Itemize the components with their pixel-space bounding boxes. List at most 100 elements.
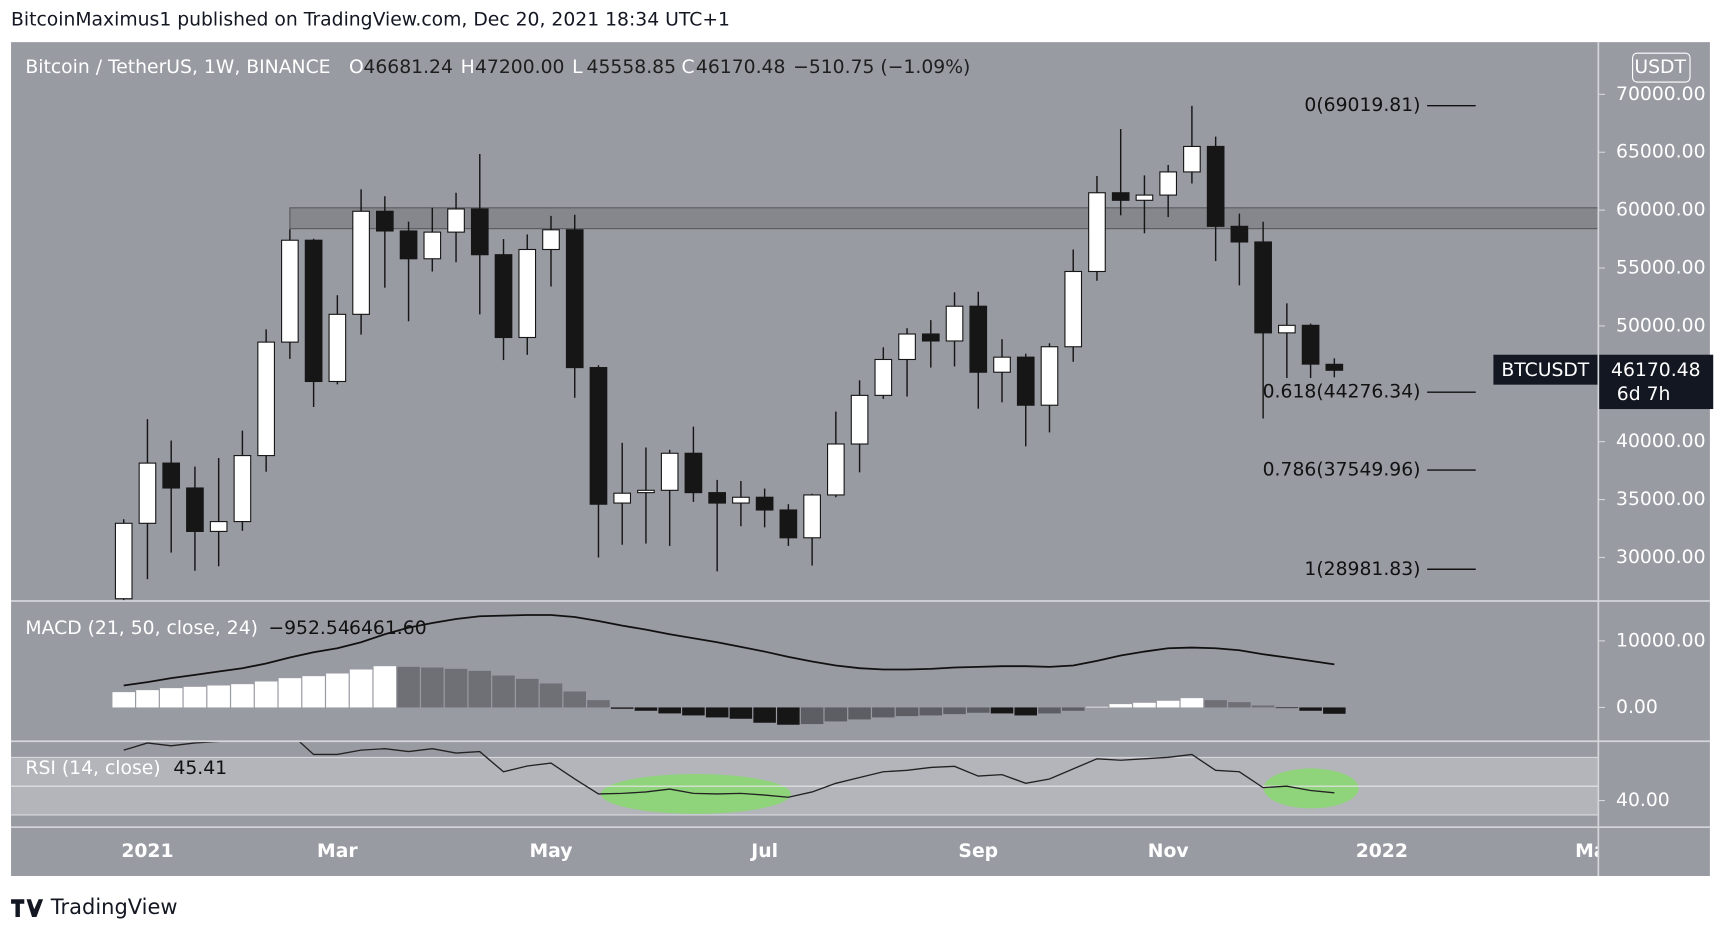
y-tick-label: 35000.00 [1616, 489, 1706, 510]
histogram-bar [136, 690, 159, 708]
histogram-bar [610, 707, 634, 709]
candle-body [209, 521, 228, 532]
time-axis: 2021 Mar May Jul Sep Nov 2022 Mar [121, 841, 1598, 862]
chart-area [11, 42, 1710, 876]
histogram-bar [1251, 705, 1275, 708]
right-axis: USDT30000.0035000.0040000.0045000.005000… [1493, 52, 1714, 811]
histogram-bar [1061, 707, 1085, 711]
candle-body [352, 210, 370, 315]
histogram-bar [658, 707, 681, 714]
histogram-bar [943, 707, 966, 715]
histogram-bar [1204, 700, 1227, 708]
published-line: BitcoinMaximus1 published on TradingView… [11, 9, 730, 30]
histogram-bar [777, 707, 800, 725]
rsi-pane [11, 741, 1599, 816]
histogram-bar [729, 707, 753, 719]
ohlc-value: 47200.00 [475, 57, 565, 78]
histogram-bar [967, 707, 990, 713]
candle-body [1206, 145, 1225, 227]
histogram-bar [800, 707, 824, 725]
candle-body [827, 443, 845, 496]
candle-body [328, 313, 347, 383]
ohlc-value: 46681.24 [363, 57, 453, 78]
macd-legend-value: −952.54 [268, 618, 349, 639]
histogram-bar [1275, 707, 1299, 709]
candle-body [470, 208, 489, 256]
y-tick-label: 65000.00 [1616, 142, 1706, 163]
candle-body [375, 210, 394, 232]
histogram-bar [1299, 707, 1322, 711]
histogram-bar [848, 707, 871, 720]
histogram-bar [1180, 698, 1204, 708]
candle-body [1111, 192, 1130, 201]
candle-body [1230, 225, 1249, 243]
candle-body [399, 230, 418, 260]
candle-body [898, 333, 916, 361]
candle-body [162, 462, 181, 489]
histogram-bar [1228, 702, 1251, 708]
y-tick-label: 70000.00 [1616, 84, 1706, 105]
histogram-bar [919, 707, 943, 716]
histogram-bar [824, 707, 848, 722]
price-pane: 0(69019.81) 0.618(44276.34) 0.786(37549.96… [114, 95, 1599, 601]
candle-body [969, 305, 988, 373]
x-tick-label: May [529, 841, 572, 862]
histogram-bar [349, 669, 373, 708]
price-label-box [1493, 354, 1599, 385]
histogram-bar [634, 707, 658, 711]
ohlc-key: O [349, 57, 364, 78]
candle-body [1135, 194, 1154, 201]
candle-body [732, 496, 750, 504]
fib-label: 0.786(37549.96) [1263, 460, 1421, 481]
candle-body [518, 248, 537, 339]
histogram-bar [1133, 702, 1156, 708]
candle-body [660, 452, 679, 491]
candle-body [423, 231, 442, 260]
x-tick-label: Jul [749, 841, 778, 862]
macd-pane [112, 614, 1346, 725]
ohlc-key: C [682, 57, 695, 78]
x-tick-label: 2021 [121, 841, 173, 862]
histogram-bar [231, 684, 254, 708]
histogram-bar [539, 683, 563, 708]
histogram-bar [421, 667, 444, 708]
x-tick-label: Nov [1148, 841, 1189, 862]
histogram-bar [444, 668, 468, 708]
histogram-bar [302, 676, 325, 708]
candle-body [233, 455, 252, 523]
histogram-bar [183, 686, 207, 708]
last-price-box [1598, 354, 1714, 410]
histogram-bar [515, 678, 539, 708]
currency-label: USDT [1634, 57, 1686, 78]
candle-body [945, 305, 964, 342]
rsi-line [123, 741, 1335, 798]
footer-brand: TradingView [50, 894, 178, 919]
histogram-bar [563, 691, 586, 708]
macd-title: MACD (21, 50, close, 24) [25, 618, 258, 639]
candle-body [542, 229, 560, 251]
histogram-bar [895, 707, 919, 717]
change-legend: −510.75 (−1.09%) [793, 57, 970, 78]
candle-body [281, 239, 299, 343]
candle-body [1254, 241, 1272, 334]
candle-body [494, 254, 513, 339]
histogram-bar [705, 707, 729, 718]
candle-body [1325, 363, 1344, 371]
histogram-bar [587, 700, 610, 708]
price-label-symbol: BTCUSDT [1501, 360, 1589, 381]
last-price: 46170.48 [1611, 360, 1701, 381]
y-tick-label: 10000.00 [1616, 630, 1706, 651]
candle-body [921, 333, 940, 342]
ohlc-key: L [572, 57, 583, 78]
histogram-bar [254, 681, 278, 708]
candle-body [1183, 145, 1201, 173]
y-tick-label: 60000.00 [1616, 200, 1706, 221]
candle-body [186, 487, 204, 532]
y-tick-label: 40000.00 [1616, 431, 1706, 452]
y-tick-label: 0.00 [1616, 697, 1658, 718]
candle-body [1301, 324, 1320, 365]
y-tick-label: 40.00 [1616, 790, 1670, 811]
fib-label: 1(28981.83) [1304, 559, 1420, 580]
